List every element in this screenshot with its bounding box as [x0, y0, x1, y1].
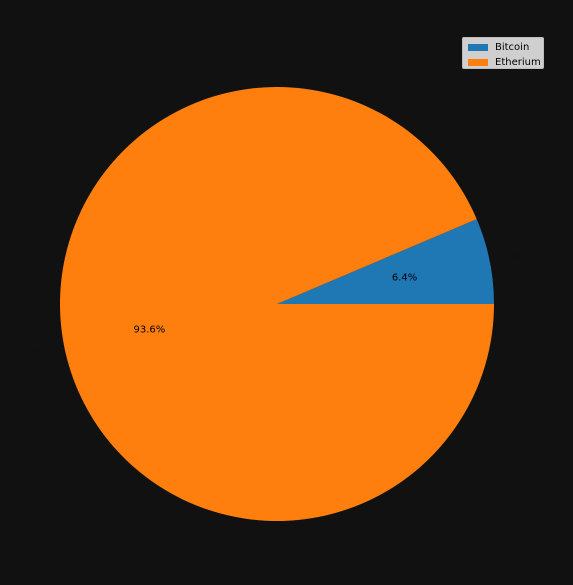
- pie-slices: [59, 87, 494, 521]
- outer-label-bitcoin: Bitcoin: [511, 251, 545, 262]
- pie-slice-bitcoin: [277, 219, 494, 304]
- legend-item-bitcoin: Bitcoin: [468, 40, 538, 55]
- chart-legend: Bitcoin Etherium: [462, 37, 544, 69]
- legend-item-etherium: Etherium: [468, 55, 541, 70]
- legend-label-bitcoin: Bitcoin: [495, 42, 530, 53]
- pie-labels: 6.4% Bitcoin 93.6% Etherium: [0, 251, 545, 357]
- pct-label-etherium: 93.6%: [134, 325, 166, 336]
- legend-label-etherium: Etherium: [495, 57, 541, 68]
- pie-slice-etherium: [59, 87, 494, 521]
- legend-swatch-etherium: [468, 59, 488, 66]
- outer-label-etherium: Etherium: [0, 346, 43, 357]
- legend-swatch-bitcoin: [468, 44, 488, 51]
- pct-label-bitcoin: 6.4%: [392, 272, 417, 283]
